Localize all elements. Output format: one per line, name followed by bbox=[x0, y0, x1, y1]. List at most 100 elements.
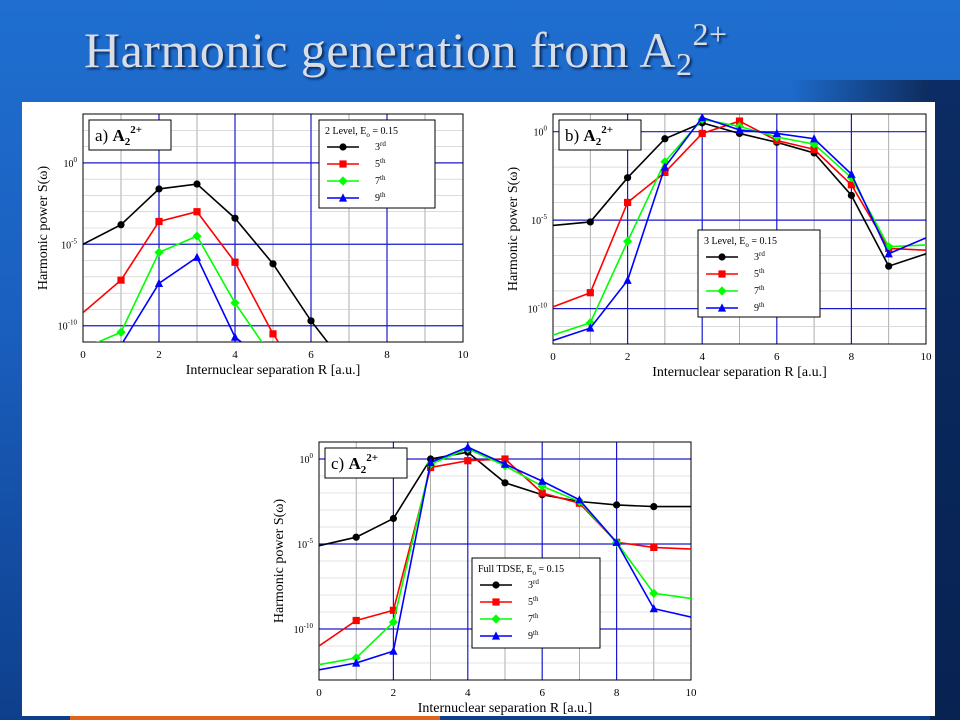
data-point-7th bbox=[660, 157, 670, 167]
series-group bbox=[83, 180, 329, 363]
data-point-5th bbox=[586, 289, 594, 297]
data-point-7th bbox=[537, 481, 547, 491]
plot-frame bbox=[552, 113, 927, 345]
data-point-5th bbox=[847, 181, 855, 189]
data-point-3rd bbox=[352, 533, 360, 541]
data-point-7th bbox=[230, 298, 240, 308]
legend-entry-label: 3rd bbox=[528, 578, 539, 591]
x-tick-label: 4 bbox=[232, 349, 238, 361]
data-point-9th bbox=[649, 604, 658, 613]
legend-marker bbox=[492, 598, 500, 606]
data-point-3rd bbox=[231, 214, 239, 222]
data-point-7th bbox=[649, 588, 659, 598]
data-point-5th bbox=[810, 145, 818, 153]
legend-marker bbox=[338, 176, 348, 186]
data-point-9th bbox=[352, 658, 361, 667]
data-point-5th bbox=[464, 457, 472, 465]
x-tick-label: 10 bbox=[686, 687, 698, 699]
data-point-5th bbox=[269, 330, 277, 338]
data-point-3rd bbox=[586, 218, 594, 226]
data-point-7th bbox=[884, 242, 894, 252]
y-tick-label: 100 bbox=[64, 156, 78, 170]
legend-entry-label: 5th bbox=[375, 157, 386, 170]
data-point-9th bbox=[735, 125, 744, 134]
legend-marker bbox=[718, 253, 726, 261]
x-tick-label: 2 bbox=[391, 687, 397, 699]
panel-label: c) A22+ bbox=[324, 447, 408, 479]
data-point-9th bbox=[698, 114, 707, 122]
legend-entry-label: 9th bbox=[375, 191, 386, 204]
data-point-5th bbox=[501, 455, 509, 463]
legend-entry-label: 7th bbox=[375, 174, 386, 187]
panel-label-box bbox=[324, 447, 408, 479]
data-point-3rd bbox=[613, 501, 621, 509]
legend-marker bbox=[492, 581, 500, 589]
legend-title: 3 Level, Eo = 0.15 bbox=[704, 236, 777, 249]
x-tick-label: 2 bbox=[625, 351, 631, 363]
data-point-9th bbox=[810, 134, 819, 143]
data-point-5th bbox=[117, 276, 125, 284]
data-point-7th bbox=[192, 231, 202, 241]
y-axis-label: Harmonic power S(ω) bbox=[36, 166, 51, 291]
data-point-9th bbox=[426, 457, 435, 466]
data-point-9th bbox=[586, 323, 595, 332]
data-point-9th bbox=[623, 275, 632, 284]
x-tick-label: 4 bbox=[699, 351, 705, 363]
slide-accent-bar bbox=[70, 715, 440, 720]
slide-title-main: Harmonic generation from A bbox=[84, 22, 676, 78]
data-point-7th bbox=[154, 247, 164, 258]
data-point-9th bbox=[884, 249, 893, 258]
y-axis-label: Harmonic power S(ω) bbox=[272, 499, 287, 624]
slide-title-subscript: 2 bbox=[675, 46, 693, 82]
plot-frame bbox=[82, 113, 464, 343]
data-point-9th bbox=[120, 340, 122, 342]
data-point-3rd bbox=[307, 317, 315, 325]
data-point-7th bbox=[585, 318, 595, 328]
legend-entry-label: 5th bbox=[528, 595, 539, 608]
legend-title: 2 Level, Eo = 0.15 bbox=[325, 126, 398, 139]
x-tick-label: 6 bbox=[539, 687, 545, 699]
data-point-9th bbox=[154, 278, 164, 287]
legend-marker bbox=[717, 286, 727, 296]
data-point-5th bbox=[735, 117, 744, 125]
data-point-9th bbox=[389, 646, 398, 655]
legend-entry-label: 7th bbox=[754, 284, 765, 297]
data-point-5th bbox=[389, 606, 397, 614]
data-point-9th bbox=[660, 162, 669, 171]
data-point-3rd bbox=[389, 514, 397, 523]
series-group bbox=[319, 442, 691, 671]
data-point-3rd bbox=[847, 191, 856, 199]
y-tick-label: 100 bbox=[534, 125, 548, 139]
data-point-3rd bbox=[117, 221, 125, 229]
series-line-9th bbox=[122, 256, 243, 342]
chart-1: 0 2 4 6 8 10 100 10-5 10-10 Internuclear separati… bbox=[36, 113, 470, 378]
legend-entry-label: 9th bbox=[528, 629, 539, 642]
data-point-7th bbox=[268, 354, 277, 363]
legend-marker bbox=[717, 303, 727, 312]
series-line-7th bbox=[96, 235, 263, 342]
x-tick-label: 8 bbox=[384, 349, 390, 361]
x-tick-label: 0 bbox=[550, 351, 556, 363]
data-point-5th bbox=[231, 258, 239, 266]
legend-marker bbox=[339, 143, 347, 151]
x-tick-label: 10 bbox=[458, 349, 470, 361]
data-point-9th bbox=[847, 169, 856, 178]
x-tick-label: 0 bbox=[80, 349, 86, 361]
legend-entry-label: 5th bbox=[754, 267, 765, 280]
data-point-3rd bbox=[193, 180, 201, 188]
data-point-5th bbox=[698, 129, 706, 138]
legend-entry-label: 3rd bbox=[375, 140, 386, 153]
data-point-9th bbox=[538, 476, 547, 485]
data-point-5th bbox=[650, 543, 658, 551]
x-axis-label: Internuclear separation R [a.u.] bbox=[652, 365, 827, 380]
data-point-3rd bbox=[624, 174, 632, 182]
chart-2: 0 2 4 6 8 10 100 10-5 10-10 Internuclear separati… bbox=[506, 113, 932, 380]
panel-label-box bbox=[88, 119, 172, 151]
panel-label-text: c) A22+ bbox=[331, 452, 378, 476]
x-tick-label: 4 bbox=[465, 687, 471, 699]
panel-label: a) A22+ bbox=[88, 119, 172, 151]
data-point-3rd bbox=[661, 135, 669, 143]
y-axis-label: Harmonic power S(ω) bbox=[506, 167, 521, 292]
